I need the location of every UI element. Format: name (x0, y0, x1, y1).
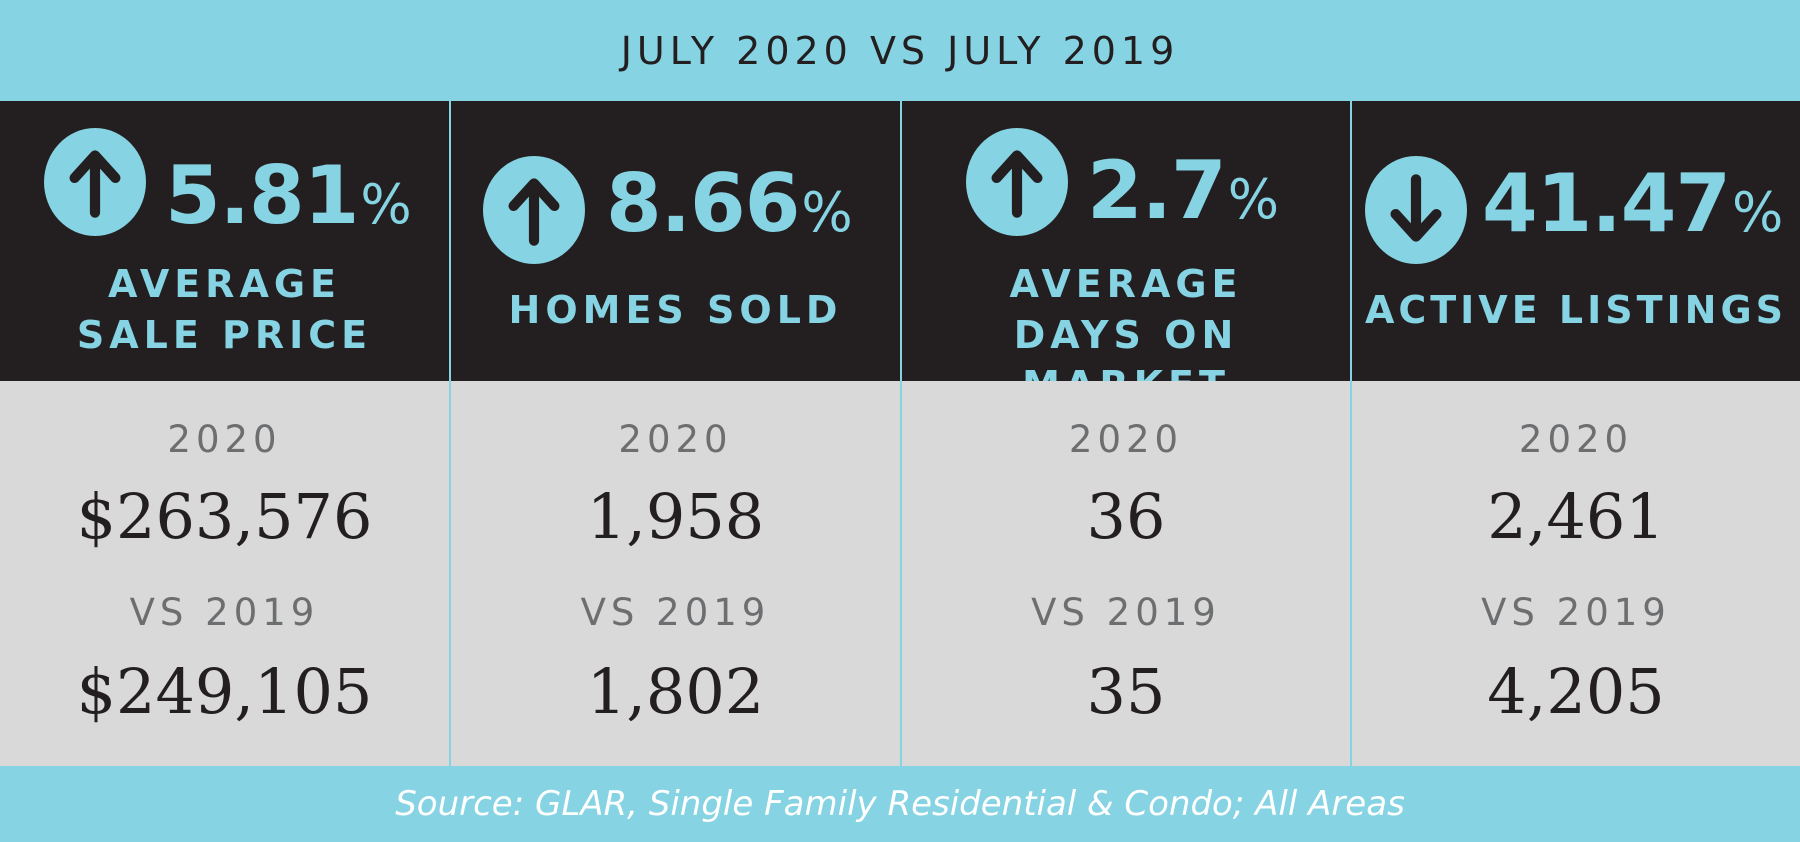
stat-label-line-2: SALE PRICE (76, 313, 373, 357)
value-2019: 35 (1086, 655, 1166, 728)
stat-header: 5.81% AVERAGE SALE PRICE (0, 101, 449, 381)
arrow-up-icon (44, 128, 146, 236)
stats-grid: 5.81% AVERAGE SALE PRICE 2020 $263,576 V… (0, 101, 1800, 766)
arrow-down-icon (1365, 156, 1467, 264)
stat-values: 2020 1,958 VS 2019 1,802 (451, 381, 900, 766)
stat-header: 8.66% HOMES SOLD (451, 101, 900, 381)
percent-change: 41.47% (1482, 164, 1783, 244)
source-note: Source: GLAR, Single Family Residential … (395, 784, 1405, 824)
value-2020: $263,576 (76, 480, 373, 553)
arrow-up-icon (966, 128, 1068, 236)
value-2019: 1,802 (586, 655, 765, 728)
footer-banner: Source: GLAR, Single Family Residential … (0, 766, 1800, 842)
value-2019: $249,105 (76, 655, 373, 728)
percent-symbol: % (801, 181, 852, 244)
vs-label: VS 2019 (1481, 591, 1671, 634)
year-label: 2020 (1518, 418, 1634, 461)
stat-label-line-1: HOMES SOLD (508, 288, 843, 332)
percent-value: 41.47 (1482, 157, 1731, 250)
page-title: JULY 2020 VS JULY 2019 (620, 28, 1180, 73)
value-2020: 36 (1086, 480, 1166, 553)
percent-change: 8.66% (606, 164, 853, 244)
stat-label-line-1: AVERAGE (1009, 262, 1243, 306)
stat-label-line-1: AVERAGE (107, 262, 341, 306)
stat-label-line-1: ACTIVE LISTINGS (1364, 288, 1788, 332)
vs-label: VS 2019 (1031, 591, 1221, 634)
percent-value: 8.66 (606, 157, 800, 250)
percent-value: 2.7 (1087, 144, 1227, 237)
stat-column-average-sale-price: 5.81% AVERAGE SALE PRICE 2020 $263,576 V… (0, 101, 451, 766)
year-label: 2020 (618, 418, 733, 461)
stat-header: 2.7% AVERAGE DAYS ON MARKET (902, 101, 1350, 407)
vs-label: VS 2019 (129, 591, 320, 634)
arrow-up-icon (483, 156, 585, 264)
percent-change: 5.81% (165, 156, 412, 236)
percent-value: 5.81 (165, 149, 359, 242)
percent-symbol: % (360, 173, 411, 236)
value-2019: 4,205 (1487, 655, 1665, 728)
stat-header: 41.47% ACTIVE LISTINGS (1352, 101, 1800, 381)
header-banner: JULY 2020 VS JULY 2019 (0, 0, 1800, 101)
stat-values: 2020 36 VS 2019 35 (902, 381, 1350, 766)
percent-symbol: % (1732, 181, 1783, 244)
value-2020: 1,958 (586, 480, 765, 553)
percent-change: 2.7% (1087, 151, 1279, 231)
stat-column-homes-sold: 8.66% HOMES SOLD 2020 1,958 VS 2019 1,80… (451, 101, 902, 766)
year-label: 2020 (167, 418, 282, 461)
percent-symbol: % (1227, 168, 1279, 231)
vs-label: VS 2019 (580, 591, 771, 634)
stat-values: 2020 $263,576 VS 2019 $249,105 (0, 381, 449, 766)
year-label: 2020 (1068, 418, 1184, 461)
value-2020: 2,461 (1487, 480, 1665, 553)
stat-values: 2020 2,461 VS 2019 4,205 (1352, 381, 1800, 766)
stat-column-days-on-market: 2.7% AVERAGE DAYS ON MARKET 2020 36 VS 2… (902, 101, 1352, 766)
stat-column-active-listings: 41.47% ACTIVE LISTINGS 2020 2,461 VS 201… (1352, 101, 1800, 766)
